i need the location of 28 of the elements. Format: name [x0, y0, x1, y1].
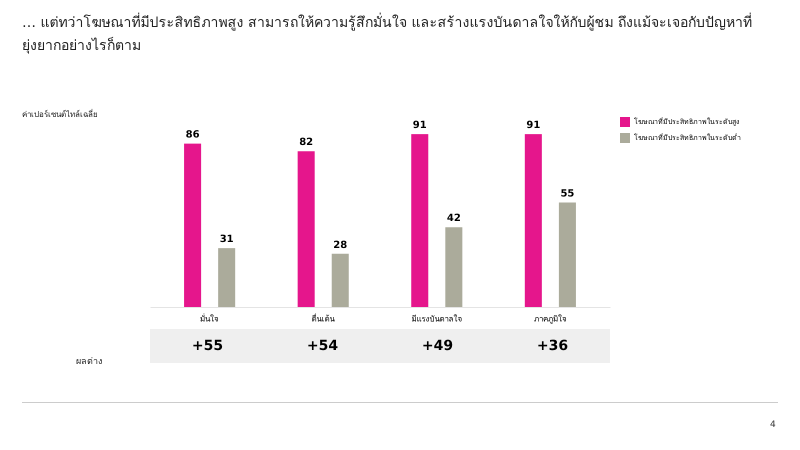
x-tick-label: ภาคภูมิใจ: [534, 314, 567, 324]
bar: [298, 151, 315, 307]
text: +55: [192, 338, 224, 354]
data-label: 91: [526, 120, 540, 132]
data-label: 28: [333, 240, 348, 251]
data-label: 91: [412, 120, 427, 132]
bar: [184, 144, 202, 307]
text: +49: [422, 338, 454, 354]
bar: [524, 134, 542, 307]
text: +54: [306, 338, 338, 354]
data-label: 86: [186, 130, 200, 141]
text: ค่าเปอร์เซนต์ไทล์เฉลี่ย: [22, 108, 98, 121]
text: ผลต่าง: [76, 356, 102, 368]
bar: [558, 202, 576, 307]
bar: [411, 134, 428, 307]
data-label: 82: [299, 137, 314, 148]
x-tick-label: มีแรงบันดาลใจ: [411, 314, 462, 324]
data-label: 55: [560, 188, 574, 200]
data-label: 31: [220, 234, 234, 246]
bar: [218, 248, 236, 307]
text: 4: [770, 420, 776, 430]
chart-title: … แต่ทว่าโฆษณาที่มีประสิทธิภาพสูง สามารถให้ความรู้สึกมั่นใจ และสร้างแรงบันดาลใจให้กับผู้ชม ถึงแม้จะเจอกับปัญหาที่ยุ่งยากอย่างไรก็ตาม: [22, 12, 753, 56]
x-tick-label: มั่นใจ: [200, 312, 220, 324]
bar: [445, 227, 462, 307]
x-tick-label: ตื่นเต้น: [312, 312, 336, 324]
data-label: 42: [446, 213, 461, 224]
bar: [332, 254, 349, 307]
text: +36: [536, 338, 568, 354]
